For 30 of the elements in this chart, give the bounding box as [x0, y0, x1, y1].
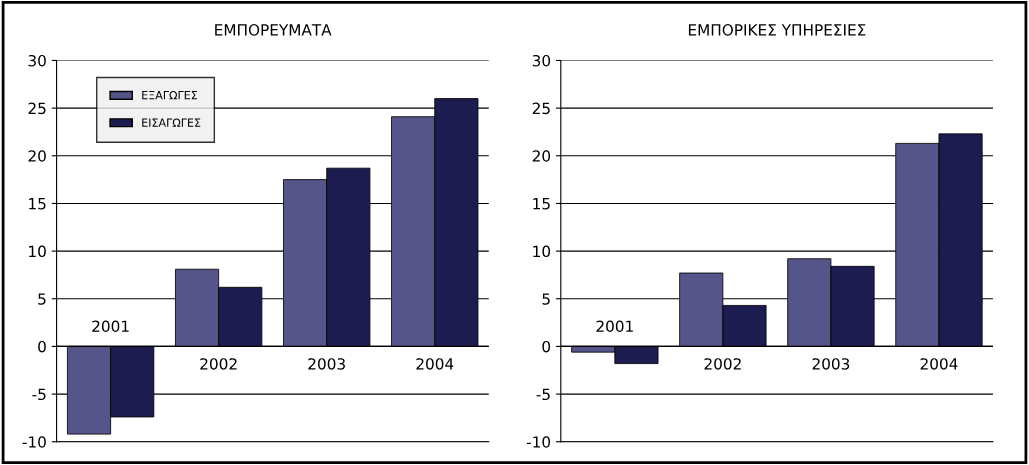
y-tick-label: 30	[532, 54, 551, 67]
x-tick-label: 2001	[596, 320, 633, 333]
y-tick-label: 20	[532, 150, 551, 162]
x-tick-label: 2003	[308, 358, 345, 370]
chart-title: ΕΜΠΟΡΕΥΜΑΤΑ	[215, 24, 332, 36]
x-tick-label: 2002	[200, 358, 237, 370]
legend-label: ΕΙΣΑΓΩΓΕΣ	[142, 118, 201, 127]
y-tick-label: 0	[542, 340, 551, 353]
y-tick-label: -10	[526, 436, 551, 448]
x-tick-label: 2001	[92, 320, 129, 333]
y-tick-label: -10	[22, 436, 46, 448]
y-tick-label: 0	[38, 340, 46, 353]
y-tick-label: 5	[542, 293, 550, 305]
y-tick-label: -5	[32, 388, 46, 401]
y-tick-label: 25	[28, 102, 46, 115]
x-tick-label: 2004	[920, 358, 958, 370]
x-tick-label: 2002	[704, 358, 741, 370]
legend-label: ΕΞΑΓΩΓΕΣ	[142, 91, 198, 100]
x-tick-label: 2003	[812, 358, 850, 370]
y-tick-label: 15	[29, 198, 46, 210]
y-tick-label: 25	[532, 102, 550, 115]
y-tick-label: 20	[28, 150, 46, 162]
y-tick-label: 10	[533, 245, 551, 258]
y-tick-label: 15	[533, 198, 550, 210]
y-tick-label: -5	[536, 388, 550, 401]
y-tick-label: 30	[28, 54, 46, 67]
chart-title: ΕΜΠΟΡΙΚΕΣ ΥΠΗΡΕΣΙΕΣ	[688, 24, 866, 36]
y-tick-label: 5	[38, 293, 46, 305]
y-tick-label: 10	[29, 245, 46, 258]
x-tick-label: 2004	[416, 358, 454, 370]
